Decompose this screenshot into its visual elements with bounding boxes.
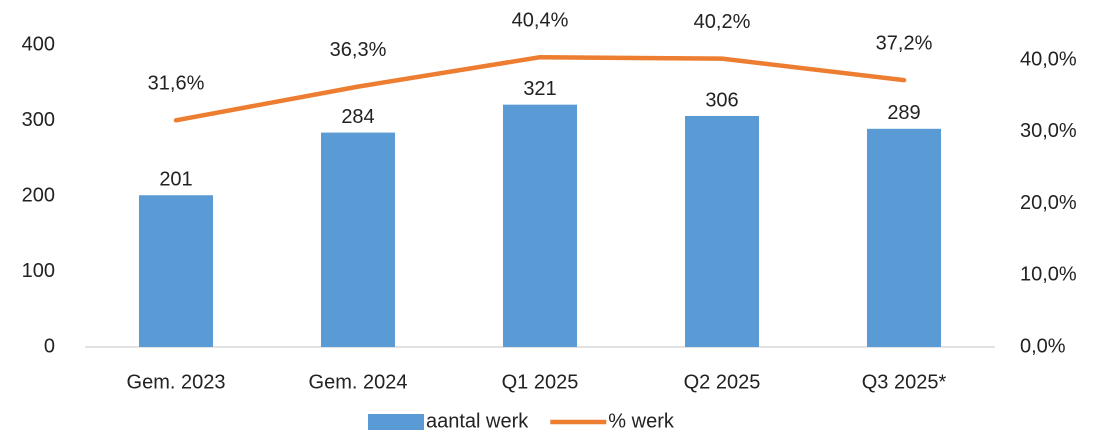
bar: [139, 195, 213, 347]
y-tick-label: 100: [22, 260, 55, 282]
data-label: 306: [705, 89, 738, 111]
bar: [685, 115, 759, 347]
data-label: 289: [887, 102, 920, 124]
y2-tick-label: 10,0%: [1020, 264, 1077, 286]
y2-tick-label: 40,0%: [1020, 48, 1077, 70]
data-label: 201: [159, 169, 192, 191]
data-label: 284: [341, 106, 374, 128]
legend-label: aantal werk: [426, 410, 529, 432]
data-label: 40,4%: [512, 9, 569, 31]
x-tick-label: Gem. 2023: [127, 371, 226, 393]
y-tick-label: 0: [44, 335, 55, 357]
data-label: 36,3%: [330, 39, 387, 61]
legend-label: % werk: [608, 410, 675, 432]
x-tick-label: Q1 2025: [502, 371, 579, 393]
y-tick-label: 300: [22, 109, 55, 131]
line: [173, 54, 907, 123]
y2-tick-label: 20,0%: [1020, 192, 1077, 214]
data-label: 37,2%: [876, 32, 933, 54]
y-tick-label: 200: [22, 184, 55, 206]
legend-swatch: [368, 414, 424, 430]
bar: [321, 132, 395, 347]
x-tick-label: Q2 2025: [684, 371, 761, 393]
data-label: 321: [523, 78, 556, 100]
data-label: 31,6%: [148, 73, 205, 95]
y-tick-label: 400: [22, 33, 55, 55]
data-label: 40,2%: [694, 11, 751, 33]
x-tick-label: Q3 2025*: [862, 371, 947, 393]
x-tick-label: Gem. 2024: [309, 371, 408, 393]
bar: [503, 104, 577, 348]
y2-tick-label: 30,0%: [1020, 120, 1077, 142]
y2-tick-label: 0,0%: [1020, 335, 1066, 357]
bar: [867, 128, 941, 347]
